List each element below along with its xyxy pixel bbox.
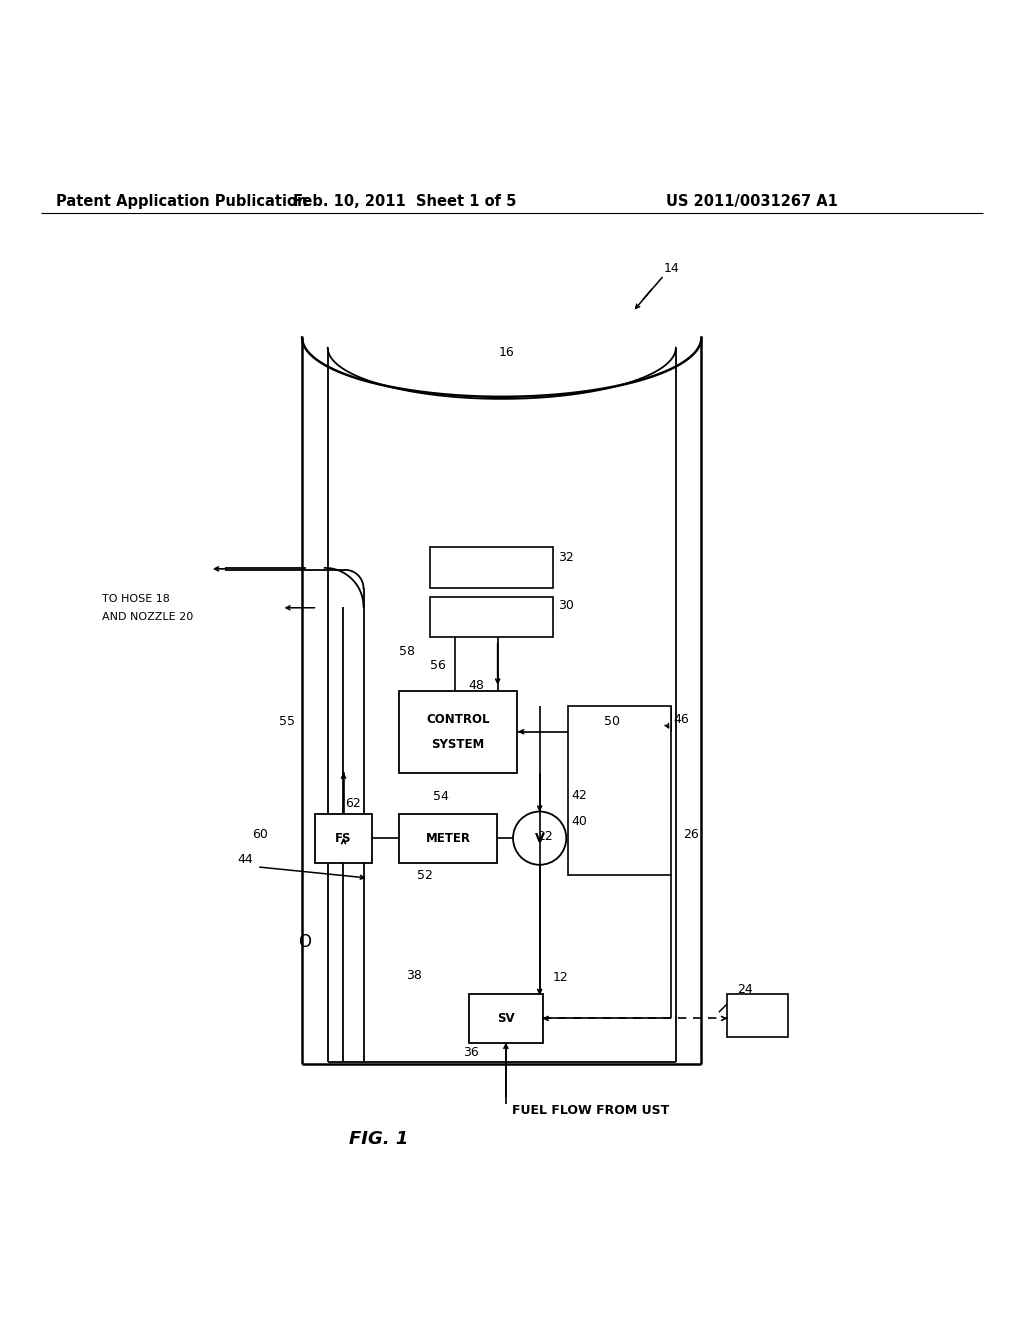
Text: AND NOZZLE 20: AND NOZZLE 20 xyxy=(102,612,194,622)
Text: TO HOSE 18: TO HOSE 18 xyxy=(102,594,170,603)
Text: 60: 60 xyxy=(252,828,268,841)
Text: 55: 55 xyxy=(279,715,295,727)
Text: O: O xyxy=(298,933,310,950)
Text: 16: 16 xyxy=(499,346,514,359)
Text: 50: 50 xyxy=(604,715,621,727)
Bar xyxy=(430,597,553,638)
Text: 38: 38 xyxy=(406,969,422,982)
Text: Feb. 10, 2011  Sheet 1 of 5: Feb. 10, 2011 Sheet 1 of 5 xyxy=(293,194,516,209)
Text: V: V xyxy=(535,832,545,845)
Text: US 2011/0031267 A1: US 2011/0031267 A1 xyxy=(666,194,838,209)
Text: FUEL FLOW FROM UST: FUEL FLOW FROM UST xyxy=(512,1104,670,1117)
Text: 58: 58 xyxy=(398,645,415,659)
Text: Patent Application Publication: Patent Application Publication xyxy=(56,194,308,209)
Text: 30: 30 xyxy=(558,599,574,612)
Bar xyxy=(568,706,671,875)
Bar xyxy=(399,690,517,772)
Text: 54: 54 xyxy=(433,789,450,803)
Text: 44: 44 xyxy=(238,853,253,866)
Text: 22: 22 xyxy=(538,830,553,842)
Bar xyxy=(430,548,553,589)
Text: 24: 24 xyxy=(737,983,753,997)
Bar xyxy=(399,813,497,863)
Text: CONTROL: CONTROL xyxy=(426,713,490,726)
Text: 48: 48 xyxy=(468,678,484,692)
Text: 46: 46 xyxy=(674,713,689,726)
Text: 42: 42 xyxy=(571,788,587,801)
Text: 40: 40 xyxy=(571,816,588,828)
Text: 36: 36 xyxy=(463,1045,479,1059)
Bar xyxy=(469,994,543,1043)
Text: METER: METER xyxy=(426,832,470,845)
Text: 14: 14 xyxy=(664,263,679,276)
Text: SYSTEM: SYSTEM xyxy=(431,738,485,751)
Text: 12: 12 xyxy=(553,972,568,983)
Text: 56: 56 xyxy=(429,659,445,672)
Text: FIG. 1: FIG. 1 xyxy=(349,1130,409,1148)
Text: SV: SV xyxy=(497,1012,515,1024)
Text: FS: FS xyxy=(335,832,352,845)
Text: 26: 26 xyxy=(683,828,698,841)
Bar xyxy=(727,994,788,1036)
Text: 32: 32 xyxy=(558,552,573,564)
Text: 52: 52 xyxy=(417,869,433,882)
Bar xyxy=(315,813,372,863)
Text: 62: 62 xyxy=(345,797,360,810)
